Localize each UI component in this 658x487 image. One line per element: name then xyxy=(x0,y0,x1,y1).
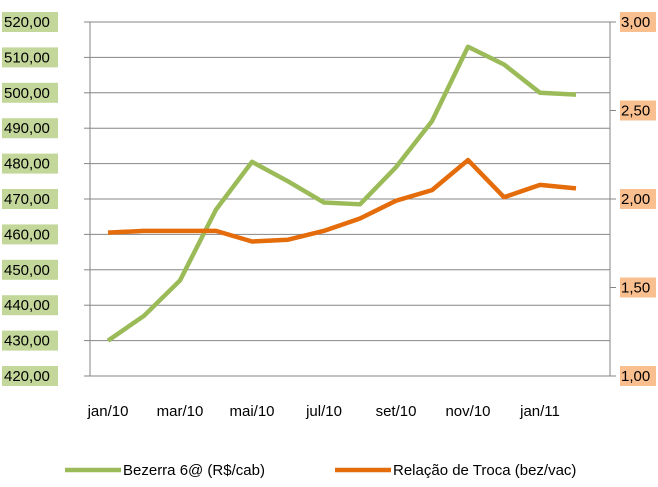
x-tick-label: mai/10 xyxy=(229,403,274,420)
legend-label: Relação de Troca (bez/vac) xyxy=(393,462,576,479)
y-tick-label-bg xyxy=(2,47,58,68)
y-tick-label: 510,00 xyxy=(4,49,50,66)
y-tick-label: 500,00 xyxy=(4,85,50,102)
y-tick-label-bg xyxy=(2,118,58,139)
y-tick-label: 470,00 xyxy=(4,191,50,208)
y-tick-label-bg xyxy=(2,366,58,386)
y2-tick-label-bg xyxy=(620,100,656,121)
y2-tick-label: 2,50 xyxy=(621,102,650,119)
y-tick-label-bg xyxy=(2,189,58,209)
legend-label: Bezerra 6@ (R$/cab) xyxy=(123,462,265,479)
y-tick-label-bg xyxy=(2,295,58,316)
y-tick-label-bg xyxy=(2,330,58,351)
series-line xyxy=(106,44,577,343)
y-tick-label-bg xyxy=(2,224,58,245)
y-tick-label-bg xyxy=(2,153,58,174)
y-tick-label-bg xyxy=(2,259,58,280)
y-tick-label: 490,00 xyxy=(4,120,50,137)
y2-tick-label-bg xyxy=(620,366,656,386)
y-tick-label: 480,00 xyxy=(4,156,50,173)
y2-tick-label-bg xyxy=(620,189,656,209)
y-tick-label: 440,00 xyxy=(4,297,50,314)
y-tick-label: 460,00 xyxy=(4,226,50,243)
y-tick-label-bg xyxy=(2,12,58,32)
series-line xyxy=(107,157,577,244)
x-tick-label: jan/11 xyxy=(519,403,560,420)
y2-tick-label: 1,00 xyxy=(621,368,650,385)
x-tick-label: jan/10 xyxy=(87,403,129,420)
y-tick-label: 430,00 xyxy=(4,333,50,350)
x-tick-label: nov/10 xyxy=(445,403,490,420)
y2-tick-label-bg xyxy=(620,277,656,298)
x-tick-label: jul/10 xyxy=(305,403,342,420)
y2-tick-label: 3,00 xyxy=(621,14,650,31)
y2-tick-label-bg xyxy=(620,12,656,32)
y-tick-label: 450,00 xyxy=(4,262,50,279)
y-tick-label: 420,00 xyxy=(4,368,50,385)
x-tick-label: mar/10 xyxy=(157,403,204,420)
y2-tick-label: 2,00 xyxy=(621,191,650,208)
y-tick-label: 520,00 xyxy=(4,14,50,31)
x-tick-label: set/10 xyxy=(376,403,417,420)
y2-tick-label: 1,50 xyxy=(621,279,650,296)
y-tick-label-bg xyxy=(2,82,58,103)
